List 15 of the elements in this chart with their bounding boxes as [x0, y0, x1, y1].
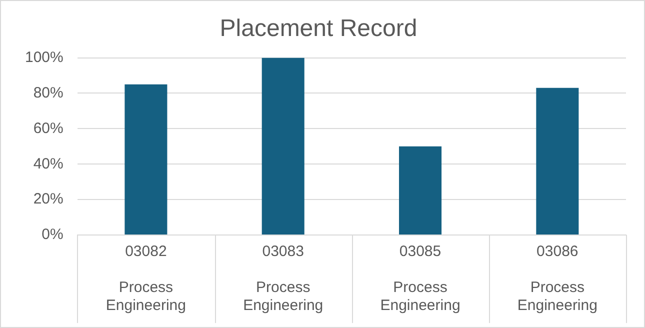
- category-label: 03083 Process Engineering: [243, 243, 324, 314]
- y-tick-label: 100%: [24, 48, 64, 66]
- y-tick-label: 20%: [33, 190, 64, 208]
- bar: [536, 88, 579, 234]
- y-tick-label: 40%: [33, 155, 64, 172]
- category-label: 03085 Process Engineering: [380, 243, 460, 314]
- y-tick-label: 0%: [42, 226, 64, 244]
- chart-title: Placement Record: [220, 15, 418, 42]
- bar: [124, 84, 168, 234]
- y-tick-label: 80%: [33, 84, 64, 102]
- y-tick-label: 60%: [33, 120, 64, 137]
- category-label: 03086 Process Engineering: [517, 243, 598, 314]
- bar: [262, 58, 304, 234]
- bar: [399, 146, 442, 234]
- category-label: 03082 Process Engineering: [106, 243, 186, 314]
